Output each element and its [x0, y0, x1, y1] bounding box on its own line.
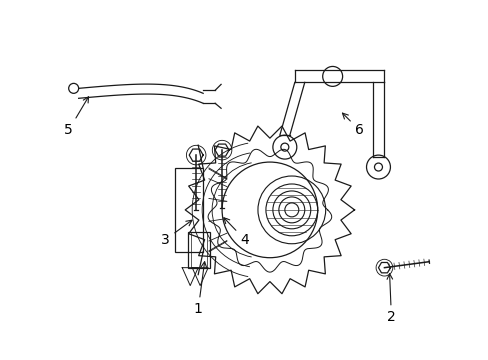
Text: 6: 6 [342, 113, 363, 137]
Text: 4: 4 [224, 218, 249, 247]
Bar [175, 168, 203, 252]
Text: 5: 5 [64, 97, 88, 137]
Text: 2: 2 [386, 274, 395, 324]
Text: 1: 1 [193, 262, 206, 316]
Bar [188, 232, 210, 268]
Text: 3: 3 [161, 220, 192, 247]
